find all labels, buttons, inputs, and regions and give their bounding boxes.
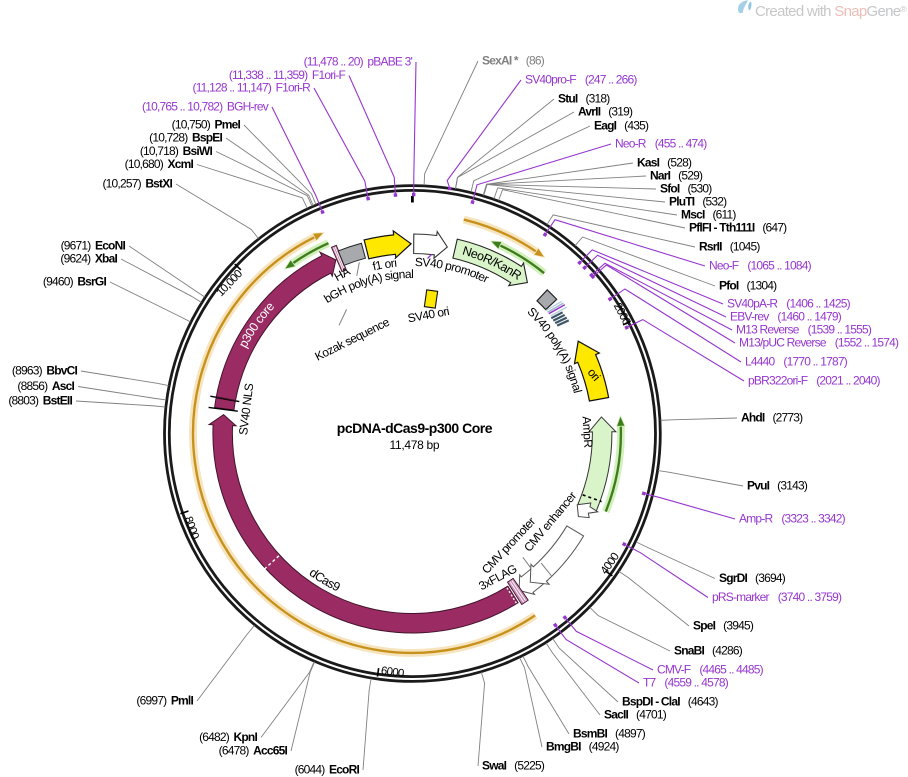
svg-text:SgrDI(3694): SgrDI (3694) xyxy=(719,571,786,585)
svg-text:(10,718) BsiWI: (10,718) BsiWI xyxy=(140,144,213,158)
svg-text:EagI(435): EagI (435) xyxy=(594,119,649,133)
svg-text:M13/pUC Reverse(1552 .. 1574): M13/pUC Reverse (1552 .. 1574) xyxy=(739,336,899,350)
svg-text:6000: 6000 xyxy=(380,665,405,680)
svg-text:KasI(528): KasI (528) xyxy=(637,156,692,170)
svg-text:(6482) KpnI: (6482) KpnI xyxy=(199,730,257,744)
svg-text:AhdI(2773): AhdI (2773) xyxy=(741,411,803,425)
svg-text:SexAI *(86): SexAI * (86) xyxy=(482,54,545,68)
svg-text:(10,728) BspEI: (10,728) BspEI xyxy=(149,131,222,145)
svg-text:(6478) Acc65I: (6478) Acc65I xyxy=(219,744,288,758)
svg-text:Neo-F(1065 .. 1084): Neo-F (1065 .. 1084) xyxy=(709,259,812,273)
svg-text:CMV-F(4465 .. 4485): CMV-F (4465 .. 4485) xyxy=(657,663,764,677)
svg-text:MscI(611): MscI (611) xyxy=(681,208,736,222)
svg-text:(10,257) BstXI: (10,257) BstXI xyxy=(102,177,172,191)
svg-text:Created with SnapGene®: Created with SnapGene® xyxy=(755,3,907,20)
svg-text:(8856) AscI: (8856) AscI xyxy=(17,379,74,393)
svg-text:SacII(4701): SacII (4701) xyxy=(604,708,667,722)
svg-text:AmpR: AmpR xyxy=(580,416,596,449)
svg-text:(11,338 .. 11,359) F1ori-F: (11,338 .. 11,359) F1ori-F xyxy=(229,68,346,82)
svg-text:SV40 NLS: SV40 NLS xyxy=(236,382,256,435)
svg-text:11,478 bp: 11,478 bp xyxy=(390,438,440,452)
svg-text:PflFI - Tth111I(647): PflFI - Tth111I (647) xyxy=(689,221,787,235)
svg-text:pRS-marker(3740 .. 3759): pRS-marker (3740 .. 3759) xyxy=(712,590,842,604)
svg-text:f1 ori: f1 ori xyxy=(371,256,397,274)
svg-text:(9624) XbaI: (9624) XbaI xyxy=(60,252,117,266)
svg-text:(10,765 .. 10,782) BGH-rev: (10,765 .. 10,782) BGH-rev xyxy=(142,100,269,114)
svg-text:L4440(1770 .. 1787): L4440 (1770 .. 1787) xyxy=(745,355,848,369)
svg-text:BspDI - ClaI(4643): BspDI - ClaI (4643) xyxy=(622,695,718,709)
svg-text:(10,680) XcmI: (10,680) XcmI xyxy=(125,157,194,171)
svg-text:HA: HA xyxy=(332,264,353,284)
svg-text:PluTI(532): PluTI (532) xyxy=(669,195,727,209)
svg-text:RsrII(1045): RsrII (1045) xyxy=(699,240,760,254)
svg-text:(6997) PmlI: (6997) PmlI xyxy=(136,694,193,708)
svg-text:SfoI(530): SfoI (530) xyxy=(660,182,712,196)
svg-text:StuI(318): StuI (318) xyxy=(558,92,610,106)
svg-text:EBV-rev(1460 .. 1479): EBV-rev (1460 .. 1479) xyxy=(730,310,842,324)
svg-text:T7(4559 .. 4578): T7 (4559 .. 4578) xyxy=(643,676,729,690)
svg-text:PvuI(3143): PvuI (3143) xyxy=(747,479,808,493)
svg-text:SwaI(5225): SwaI (5225) xyxy=(482,759,545,773)
svg-text:NarI(529): NarI (529) xyxy=(650,169,703,183)
svg-text:SnaBI(4286): SnaBI (4286) xyxy=(674,644,743,658)
svg-text:(11,478 .. 20) pBABE 3': (11,478 .. 20) pBABE 3' xyxy=(304,55,413,69)
svg-text:SV40pA-R(1406 .. 1425): SV40pA-R (1406 .. 1425) xyxy=(727,297,851,311)
svg-text:(8803) BstEII: (8803) BstEII xyxy=(8,394,72,408)
svg-text:Amp-R(3323 .. 3342): Amp-R (3323 .. 3342) xyxy=(739,512,846,526)
svg-text:AvrII(319): AvrII (319) xyxy=(578,105,633,119)
svg-text:PfoI(1304): PfoI (1304) xyxy=(719,279,777,293)
svg-text:BsmBI(4897): BsmBI (4897) xyxy=(573,727,646,741)
svg-text:Neo-R(455 .. 474): Neo-R (455 .. 474) xyxy=(615,137,707,151)
svg-text:pcDNA-dCas9-p300 Core: pcDNA-dCas9-p300 Core xyxy=(337,420,493,436)
svg-text:BmgBI(4924): BmgBI (4924) xyxy=(546,740,619,754)
svg-text:(9460) BsrGI: (9460) BsrGI xyxy=(43,275,107,289)
svg-text:(10,750) PmeI: (10,750) PmeI xyxy=(172,118,241,132)
svg-text:(11,128 .. 11,147) F1ori-R: (11,128 .. 11,147) F1ori-R xyxy=(193,81,312,95)
svg-text:SpeI(3945): SpeI (3945) xyxy=(693,619,754,633)
